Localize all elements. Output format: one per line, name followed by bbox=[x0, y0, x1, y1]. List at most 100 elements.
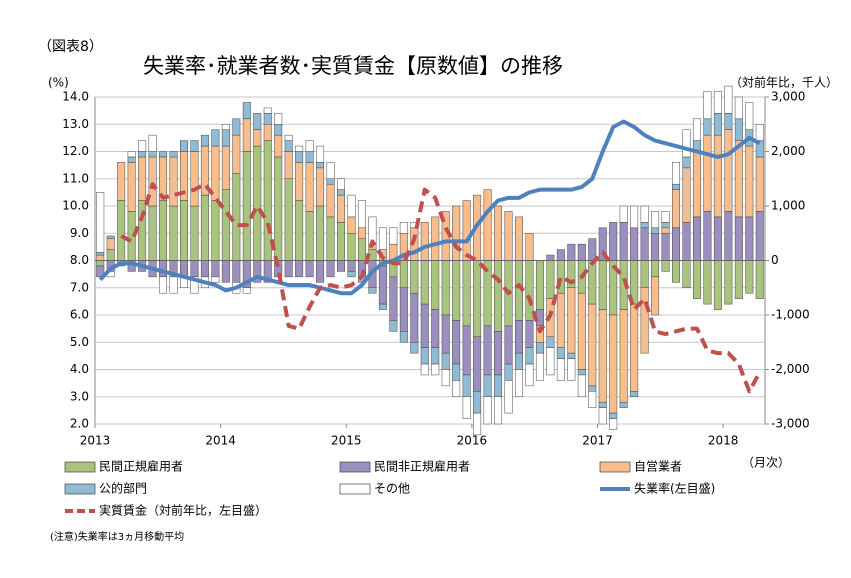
y2-tick-label: 0 bbox=[771, 253, 779, 267]
bar bbox=[713, 91, 722, 114]
bar bbox=[138, 156, 147, 201]
bar bbox=[745, 145, 754, 218]
bar bbox=[410, 260, 419, 294]
bar bbox=[326, 162, 335, 179]
bar bbox=[577, 374, 586, 398]
legend-label: その他 bbox=[374, 482, 410, 496]
bar bbox=[378, 303, 387, 310]
legend-label: 民間正規雇用者 bbox=[99, 459, 183, 474]
bar bbox=[242, 102, 251, 120]
bar bbox=[556, 292, 565, 348]
bar bbox=[661, 233, 670, 261]
y-tick-label: 10.0 bbox=[62, 199, 89, 213]
bar bbox=[326, 183, 335, 218]
bar bbox=[619, 205, 628, 223]
y-tick-label: 3.0 bbox=[70, 389, 89, 403]
bar bbox=[640, 227, 649, 261]
bar bbox=[410, 342, 419, 354]
bar bbox=[640, 260, 649, 288]
bar bbox=[221, 129, 230, 147]
bar bbox=[326, 260, 335, 278]
bar bbox=[452, 260, 461, 321]
y-tick-label: 12.0 bbox=[62, 144, 89, 158]
bar bbox=[640, 222, 649, 229]
bar bbox=[588, 391, 597, 408]
y-axis-label: (%) bbox=[48, 76, 69, 90]
bar bbox=[515, 369, 523, 397]
bar bbox=[651, 276, 660, 316]
bar bbox=[347, 233, 356, 261]
bar bbox=[724, 85, 733, 114]
bar bbox=[494, 331, 503, 376]
bar bbox=[221, 260, 230, 283]
bar bbox=[284, 260, 293, 278]
bar bbox=[734, 260, 743, 299]
bar bbox=[127, 151, 136, 158]
bar bbox=[200, 260, 209, 278]
bar bbox=[745, 216, 754, 261]
bar bbox=[316, 167, 325, 207]
y2-tick-label: 3,000 bbox=[771, 90, 805, 104]
bar bbox=[96, 252, 105, 256]
bar bbox=[494, 260, 503, 332]
bar bbox=[462, 396, 471, 419]
bar bbox=[399, 260, 408, 288]
line-series bbox=[98, 119, 761, 296]
bar bbox=[242, 118, 251, 152]
bar bbox=[169, 156, 178, 207]
bar bbox=[316, 162, 325, 169]
bar bbox=[609, 412, 618, 419]
bar bbox=[494, 396, 503, 425]
bar bbox=[672, 260, 680, 283]
bar bbox=[347, 260, 356, 272]
bar bbox=[190, 140, 199, 152]
bar bbox=[515, 352, 523, 370]
legend-label: 失業率(左目盛) bbox=[634, 481, 715, 496]
bar bbox=[734, 118, 743, 141]
bar bbox=[483, 374, 492, 398]
bar bbox=[295, 260, 304, 278]
bar bbox=[494, 374, 503, 398]
y2-tick-label: 1,000 bbox=[771, 199, 805, 213]
bar bbox=[305, 151, 314, 163]
bar bbox=[431, 216, 440, 261]
bar bbox=[190, 260, 199, 278]
bar bbox=[630, 303, 639, 392]
bar bbox=[169, 276, 178, 294]
bar bbox=[242, 151, 251, 261]
bar bbox=[284, 151, 293, 179]
bar bbox=[494, 205, 503, 261]
bar bbox=[378, 265, 387, 305]
bar bbox=[274, 134, 283, 158]
bar bbox=[138, 140, 147, 152]
bar bbox=[692, 118, 701, 141]
bar bbox=[211, 260, 220, 278]
bar bbox=[682, 260, 691, 288]
bar bbox=[368, 287, 377, 294]
bar bbox=[619, 401, 628, 408]
bar bbox=[609, 418, 618, 430]
bar bbox=[452, 205, 461, 261]
bar bbox=[96, 260, 105, 267]
bar bbox=[703, 134, 712, 212]
y2-tick-label: -3,000 bbox=[771, 417, 810, 431]
bar bbox=[598, 309, 607, 403]
y-tick-label: 13.0 bbox=[62, 117, 89, 131]
bar bbox=[724, 211, 733, 261]
bar bbox=[316, 145, 325, 163]
bar bbox=[525, 233, 534, 261]
bar bbox=[347, 216, 356, 234]
bar bbox=[326, 216, 335, 261]
bar bbox=[462, 374, 471, 398]
bar bbox=[232, 118, 241, 136]
bar bbox=[724, 113, 733, 130]
bar bbox=[640, 205, 649, 223]
bar bbox=[159, 276, 168, 294]
bar bbox=[661, 260, 670, 272]
bar bbox=[672, 227, 680, 261]
bar bbox=[410, 292, 419, 343]
y2-tick-label: -2,000 bbox=[771, 362, 810, 376]
bar bbox=[399, 287, 408, 332]
bar bbox=[462, 260, 471, 327]
